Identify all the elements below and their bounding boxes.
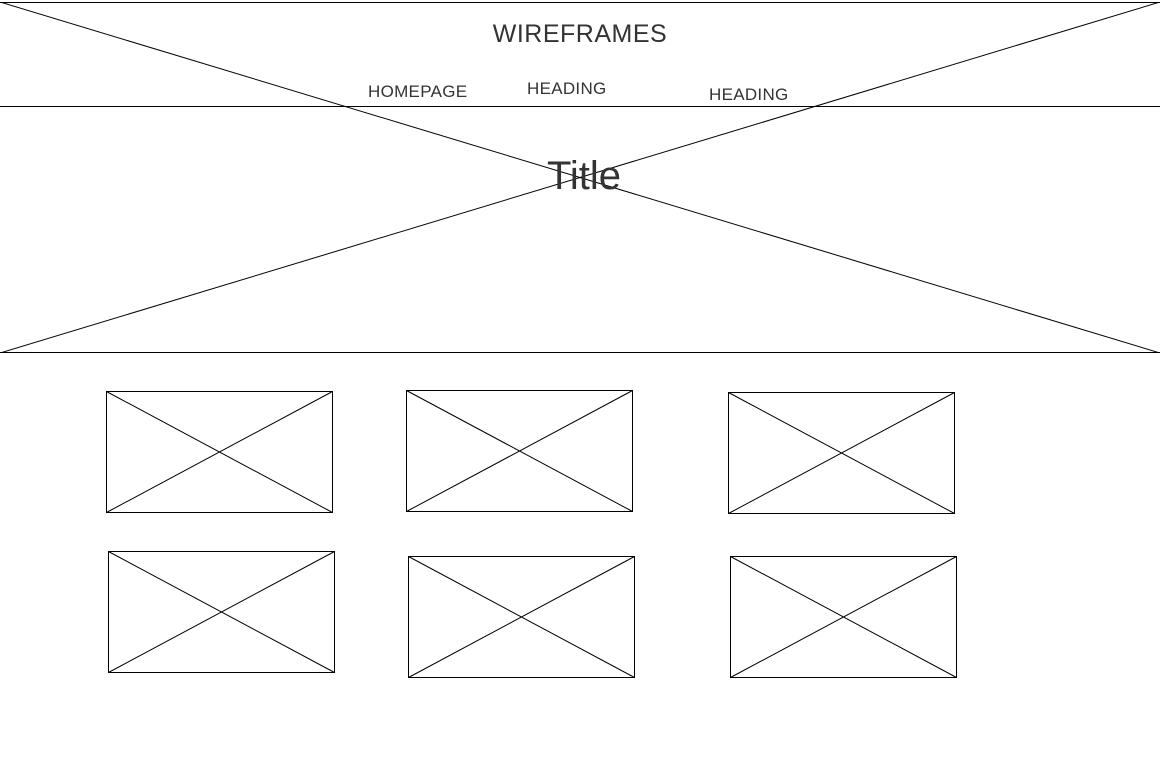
nav-item-heading-1[interactable]: HEADING: [527, 79, 607, 98]
image-placeholder-4: [108, 551, 335, 673]
image-placeholder-6: [730, 556, 957, 678]
nav-item-homepage[interactable]: HOMEPAGE: [368, 82, 468, 101]
image-placeholder-1: [106, 391, 333, 513]
image-placeholder-icon: [406, 390, 633, 512]
hero-image-placeholder-icon: [0, 2, 1160, 353]
nav-item-heading-2[interactable]: HEADING: [709, 85, 789, 104]
site-title: WIREFRAMES: [492, 20, 668, 48]
image-placeholder-icon: [106, 391, 333, 513]
image-placeholder-icon: [108, 551, 335, 673]
image-placeholder-5: [408, 556, 635, 678]
image-placeholder-icon: [408, 556, 635, 678]
image-placeholder-3: [728, 392, 955, 514]
image-placeholder-icon: [730, 556, 957, 678]
image-placeholder-2: [406, 390, 633, 512]
hero-banner-placeholder: WIREFRAMES HOMEPAGE HEADING HEADING Titl…: [0, 2, 1160, 353]
image-placeholder-icon: [728, 392, 955, 514]
hero-title: Title: [546, 154, 622, 198]
